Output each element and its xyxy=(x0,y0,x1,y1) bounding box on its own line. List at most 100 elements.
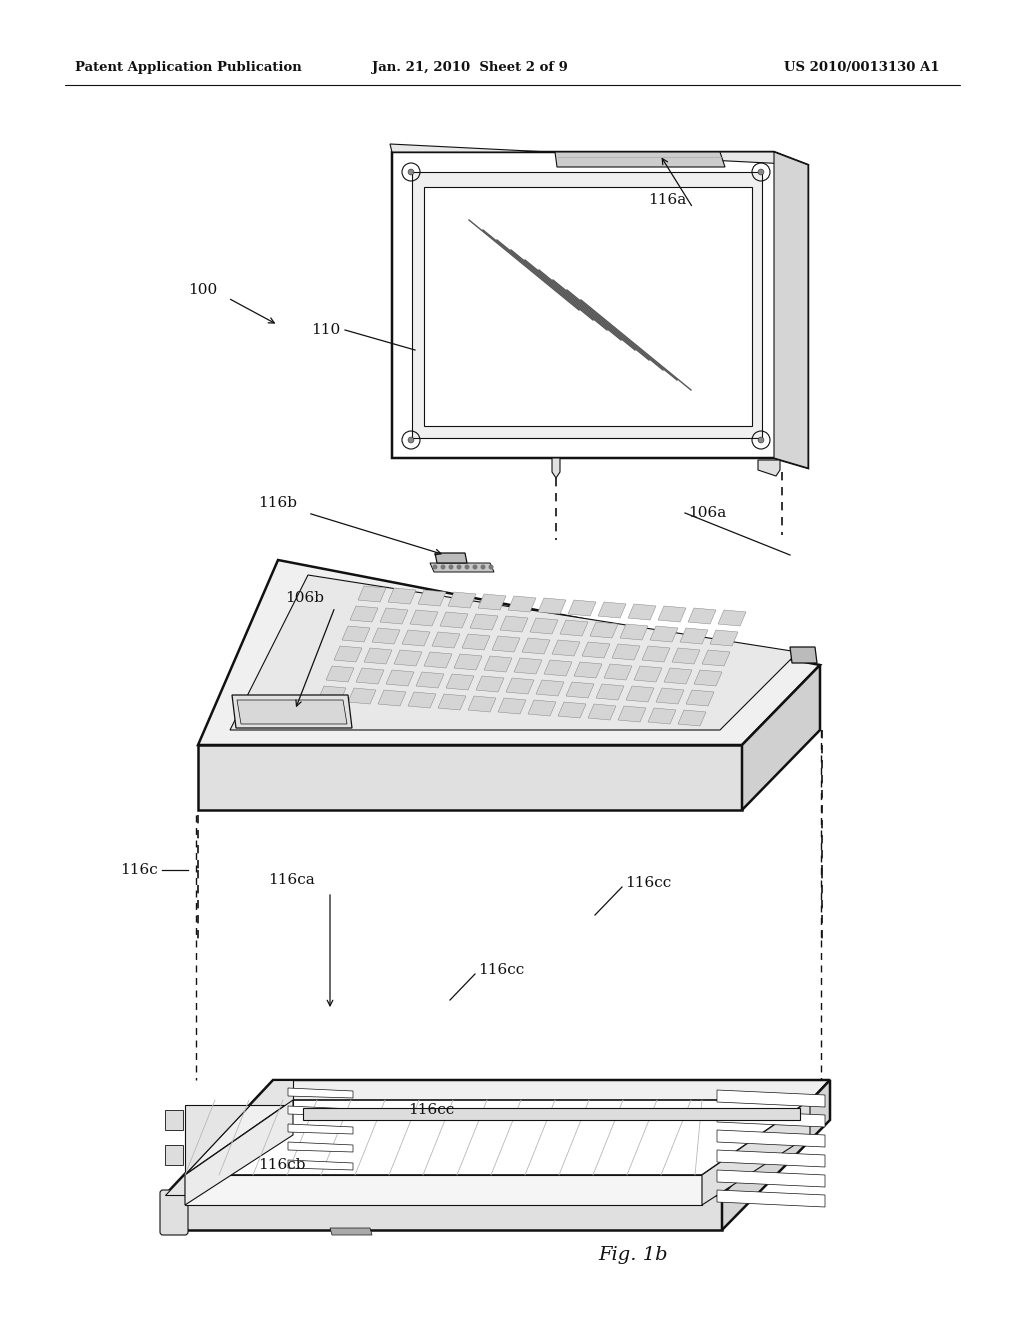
Polygon shape xyxy=(552,640,580,656)
FancyBboxPatch shape xyxy=(160,1191,188,1236)
Polygon shape xyxy=(390,144,808,165)
Polygon shape xyxy=(356,668,384,684)
Text: 116a: 116a xyxy=(648,193,686,207)
Circle shape xyxy=(408,437,414,444)
Polygon shape xyxy=(758,459,780,477)
Polygon shape xyxy=(449,591,476,609)
Polygon shape xyxy=(718,610,746,626)
Polygon shape xyxy=(536,680,564,696)
Polygon shape xyxy=(588,704,616,719)
Polygon shape xyxy=(508,597,536,612)
Polygon shape xyxy=(185,1100,293,1205)
Polygon shape xyxy=(468,696,496,711)
Polygon shape xyxy=(165,1080,830,1195)
Polygon shape xyxy=(498,698,526,714)
Polygon shape xyxy=(717,1191,825,1206)
Polygon shape xyxy=(658,606,686,622)
Polygon shape xyxy=(717,1110,825,1127)
Polygon shape xyxy=(388,587,416,605)
Polygon shape xyxy=(372,628,400,644)
Polygon shape xyxy=(774,152,808,469)
Polygon shape xyxy=(626,686,654,702)
Polygon shape xyxy=(568,601,596,616)
Polygon shape xyxy=(590,622,618,638)
Polygon shape xyxy=(432,632,460,648)
Polygon shape xyxy=(446,675,474,690)
Polygon shape xyxy=(717,1130,825,1147)
Polygon shape xyxy=(416,672,444,688)
Polygon shape xyxy=(386,671,414,686)
Circle shape xyxy=(408,169,414,176)
Text: 100: 100 xyxy=(188,282,217,297)
Polygon shape xyxy=(544,660,572,676)
Polygon shape xyxy=(402,630,430,645)
Polygon shape xyxy=(230,576,798,730)
Polygon shape xyxy=(717,1090,825,1107)
Text: 116c: 116c xyxy=(120,863,158,876)
Polygon shape xyxy=(364,648,392,664)
Polygon shape xyxy=(664,668,692,684)
Polygon shape xyxy=(500,616,528,632)
Text: 116cc: 116cc xyxy=(408,1104,455,1117)
Polygon shape xyxy=(350,606,378,622)
Polygon shape xyxy=(558,702,586,718)
Text: 106b: 106b xyxy=(285,591,324,605)
Polygon shape xyxy=(288,1142,353,1152)
Polygon shape xyxy=(722,1080,830,1230)
Text: Jan. 21, 2010  Sheet 2 of 9: Jan. 21, 2010 Sheet 2 of 9 xyxy=(372,62,568,74)
Polygon shape xyxy=(702,1100,810,1205)
Polygon shape xyxy=(424,652,452,668)
Polygon shape xyxy=(288,1125,353,1134)
Polygon shape xyxy=(566,682,594,698)
Polygon shape xyxy=(185,1175,702,1205)
Polygon shape xyxy=(484,656,512,672)
Circle shape xyxy=(758,437,764,444)
Polygon shape xyxy=(412,172,762,438)
Polygon shape xyxy=(790,647,817,663)
Polygon shape xyxy=(598,602,626,618)
Polygon shape xyxy=(688,609,716,624)
Polygon shape xyxy=(717,1170,825,1187)
Circle shape xyxy=(432,565,437,569)
Text: US 2010/0013130 A1: US 2010/0013130 A1 xyxy=(784,62,940,74)
Text: 106a: 106a xyxy=(688,506,726,520)
Polygon shape xyxy=(642,645,670,663)
Polygon shape xyxy=(560,620,588,636)
Polygon shape xyxy=(522,638,550,653)
Polygon shape xyxy=(165,1144,183,1166)
Polygon shape xyxy=(648,708,676,723)
Polygon shape xyxy=(334,645,362,663)
Polygon shape xyxy=(342,626,370,642)
Polygon shape xyxy=(185,1100,810,1175)
Polygon shape xyxy=(634,667,662,682)
Circle shape xyxy=(440,565,445,569)
Polygon shape xyxy=(574,663,602,678)
Polygon shape xyxy=(514,657,542,675)
Polygon shape xyxy=(303,1107,800,1119)
Circle shape xyxy=(758,169,764,176)
Polygon shape xyxy=(618,706,646,722)
Polygon shape xyxy=(530,618,558,634)
Polygon shape xyxy=(680,628,708,644)
Polygon shape xyxy=(394,649,422,667)
Polygon shape xyxy=(232,696,352,729)
Text: 116cc: 116cc xyxy=(625,876,672,890)
Circle shape xyxy=(480,565,485,569)
Polygon shape xyxy=(358,586,386,602)
Polygon shape xyxy=(454,653,482,671)
Circle shape xyxy=(465,565,469,569)
Polygon shape xyxy=(378,690,406,706)
Polygon shape xyxy=(288,1106,353,1115)
Circle shape xyxy=(449,565,454,569)
Polygon shape xyxy=(612,644,640,660)
Polygon shape xyxy=(288,1088,353,1098)
Polygon shape xyxy=(288,1160,353,1170)
Polygon shape xyxy=(678,710,706,726)
Polygon shape xyxy=(165,1110,183,1130)
Polygon shape xyxy=(538,598,566,614)
Polygon shape xyxy=(440,612,468,628)
Polygon shape xyxy=(418,590,446,606)
Polygon shape xyxy=(628,605,656,620)
Polygon shape xyxy=(506,678,534,694)
Polygon shape xyxy=(408,692,436,708)
